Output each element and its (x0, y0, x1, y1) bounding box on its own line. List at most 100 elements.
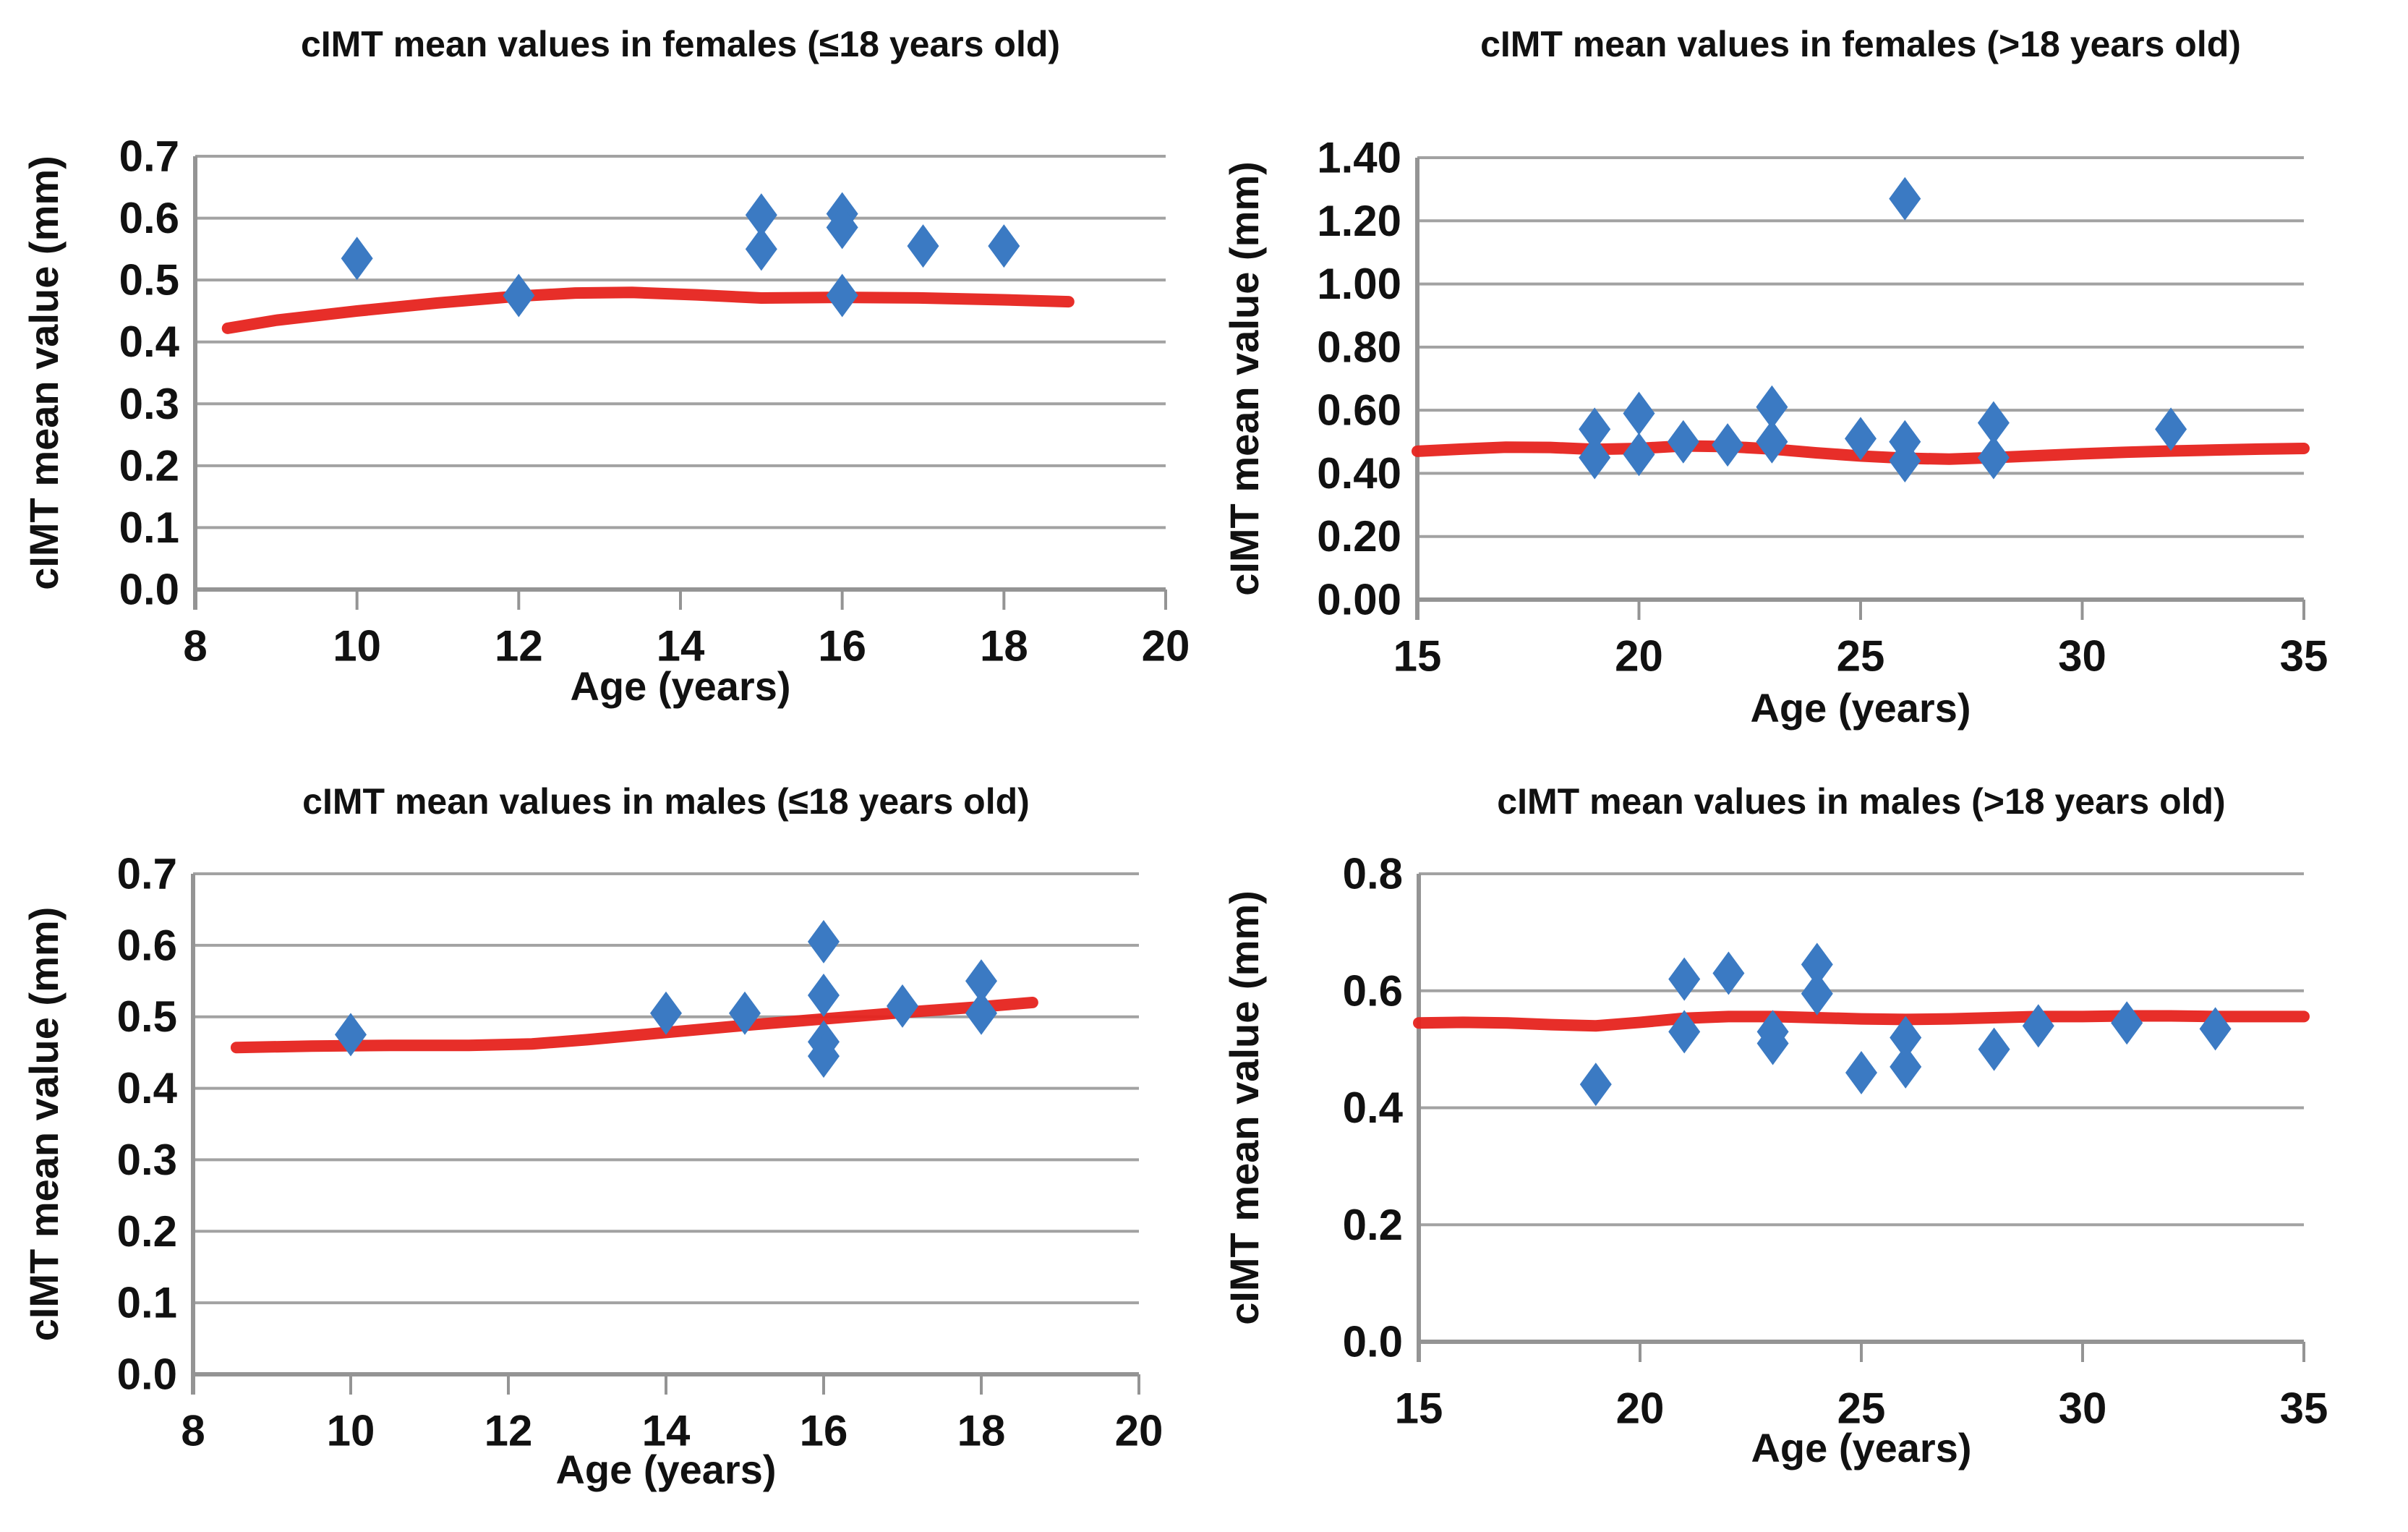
x-tick-label: 35 (2280, 632, 2328, 681)
x-tick-label: 16 (818, 622, 866, 671)
y-axis-label: cIMT mean value (mm) (21, 156, 67, 590)
data-point (907, 224, 939, 268)
y-tick-label: 0.7 (117, 850, 177, 898)
data-point (1667, 420, 1699, 464)
chart-males-under18: 0.0 0.1 0.2 0.3 0.4 0.5 0.6 0.7 8 10 12 14 16 18 20 cI… (0, 766, 1204, 1532)
chart-females-over18: 0.00 0.20 0.40 0.60 0.80 1.00 1.20 1.40 15 20 25 30… (1204, 0, 2408, 766)
data-point (826, 273, 858, 318)
data-point (1845, 417, 1877, 461)
data-point (729, 991, 761, 1035)
y-tick-label: 0.5 (119, 256, 179, 305)
data-point (808, 919, 840, 963)
x-tick-label: 18 (957, 1407, 1006, 1455)
data-point (1977, 401, 2010, 445)
plot-females-under18: 0.0 0.1 0.2 0.3 0.4 0.5 0.6 0.7 8 10 12 14 16 18 20 cI… (21, 24, 1190, 709)
x-tick-label: 35 (2280, 1384, 2328, 1433)
data-point (1978, 1027, 2010, 1071)
data-point (1623, 433, 1655, 477)
data-point (808, 1034, 840, 1078)
y-tick-label: 0.1 (119, 503, 179, 552)
data-point (745, 227, 777, 271)
y-tick-label: 0.6 (117, 921, 177, 969)
chart-title: cIMT mean values in females (≤18 years o… (301, 24, 1060, 64)
x-tick-label: 18 (980, 622, 1028, 671)
y-tick-label: 0.4 (1343, 1084, 1404, 1132)
data-point (965, 959, 997, 1003)
x-tick-label: 20 (1115, 1407, 1164, 1455)
x-axis-label: Age (years) (570, 663, 790, 709)
y-tick-label: 0.2 (1343, 1201, 1403, 1249)
data-point (1756, 420, 1788, 464)
x-tick-label: 25 (1837, 1384, 1886, 1433)
data-point (2022, 1004, 2054, 1048)
data-point (650, 991, 682, 1035)
data-point (988, 224, 1020, 268)
y-tick-label: 1.40 (1317, 134, 1401, 182)
x-tick-label: 12 (495, 622, 543, 671)
data-point (1890, 1044, 1922, 1089)
x-axis-label: Age (years) (1750, 685, 1971, 731)
y-tick-label: 1.00 (1317, 260, 1401, 308)
x-tick-label: 12 (484, 1407, 533, 1455)
data-point (1890, 1016, 1922, 1060)
x-tick-label: 8 (183, 622, 207, 671)
data-point (1712, 423, 1744, 467)
y-tick-label: 0.0 (117, 1350, 177, 1399)
y-tick-label: 0.2 (119, 441, 179, 490)
y-tick-label: 0.0 (119, 566, 179, 614)
data-point (1801, 971, 1833, 1016)
y-tick-label: 0.60 (1317, 386, 1401, 435)
data-point (1668, 1010, 1701, 1054)
y-tick-label: 0.40 (1317, 449, 1401, 498)
data-point (1756, 1021, 1789, 1065)
y-tick-label: 0.7 (119, 132, 179, 181)
x-tick-label: 14 (657, 622, 705, 671)
trend-line (221, 286, 1075, 334)
y-axis-label: cIMT mean value (mm) (1221, 161, 1267, 596)
y-tick-label: 0.2 (117, 1207, 177, 1256)
data-point (2155, 407, 2187, 451)
y-tick-label: 0.1 (117, 1279, 177, 1327)
data-point (1579, 1063, 1612, 1107)
x-tick-label: 20 (1142, 622, 1190, 671)
x-axis-label: Age (years) (555, 1447, 776, 1492)
plot-females-over18: 0.00 0.20 0.40 0.60 0.80 1.00 1.20 1.40 15 20 25 30… (1221, 24, 2328, 731)
x-tick-label: 15 (1393, 632, 1442, 681)
y-tick-label: 0.5 (117, 992, 177, 1041)
data-point (887, 984, 918, 1028)
plot-males-over18: 0.0 0.2 0.4 0.6 0.8 15 20 25 30 35 cIMT mean valu… (1221, 781, 2328, 1471)
data-point (2111, 1001, 2143, 1045)
data-point (1579, 435, 1611, 480)
plot-area: 0.0 0.2 0.4 0.6 0.8 15 20 25 30 35 (1343, 850, 2328, 1433)
y-tick-label: 0.80 (1317, 323, 1401, 371)
data-point (1977, 435, 2010, 480)
x-tick-label: 15 (1395, 1384, 1443, 1433)
x-tick-label: 30 (2059, 1384, 2107, 1433)
x-tick-label: 25 (1837, 632, 1885, 681)
y-tick-label: 1.20 (1317, 197, 1401, 245)
x-tick-label: 8 (181, 1407, 205, 1455)
trend-line (1413, 1010, 2310, 1032)
x-tick-label: 30 (2058, 632, 2106, 681)
y-tick-label: 0.3 (119, 380, 179, 428)
plot-area: 0.0 0.1 0.2 0.3 0.4 0.5 0.6 0.7 8 10 12 14 16 18 20 (117, 850, 1164, 1455)
y-tick-label: 0.0 (1343, 1318, 1403, 1366)
plot-area: 0.0 0.1 0.2 0.3 0.4 0.5 0.6 0.7 8 10 12 14 16 18 20 (119, 132, 1190, 671)
chart-females-under18: 0.0 0.1 0.2 0.3 0.4 0.5 0.6 0.7 8 10 12 14 16 18 20 cI… (0, 0, 1204, 766)
data-point (745, 193, 777, 237)
x-tick-label: 10 (333, 622, 381, 671)
data-point (1889, 438, 1921, 482)
data-point (1845, 1050, 1877, 1094)
data-point (826, 205, 858, 250)
data-point (1623, 391, 1655, 435)
data-point (1712, 951, 1745, 995)
data-point (1801, 942, 1833, 987)
data-point (1579, 407, 1611, 451)
y-tick-label: 0.20 (1317, 512, 1401, 561)
data-point (1756, 385, 1788, 429)
plot-area: 0.00 0.20 0.40 0.60 0.80 1.00 1.20 1.40 15 20 25 30… (1317, 134, 2328, 681)
chart-title: cIMT mean values in males (≤18 years old… (302, 781, 1030, 822)
chart-males-over18: 0.0 0.2 0.4 0.6 0.8 15 20 25 30 35 cIMT mean valu… (1204, 766, 2408, 1532)
y-tick-label: 0.4 (117, 1064, 178, 1112)
